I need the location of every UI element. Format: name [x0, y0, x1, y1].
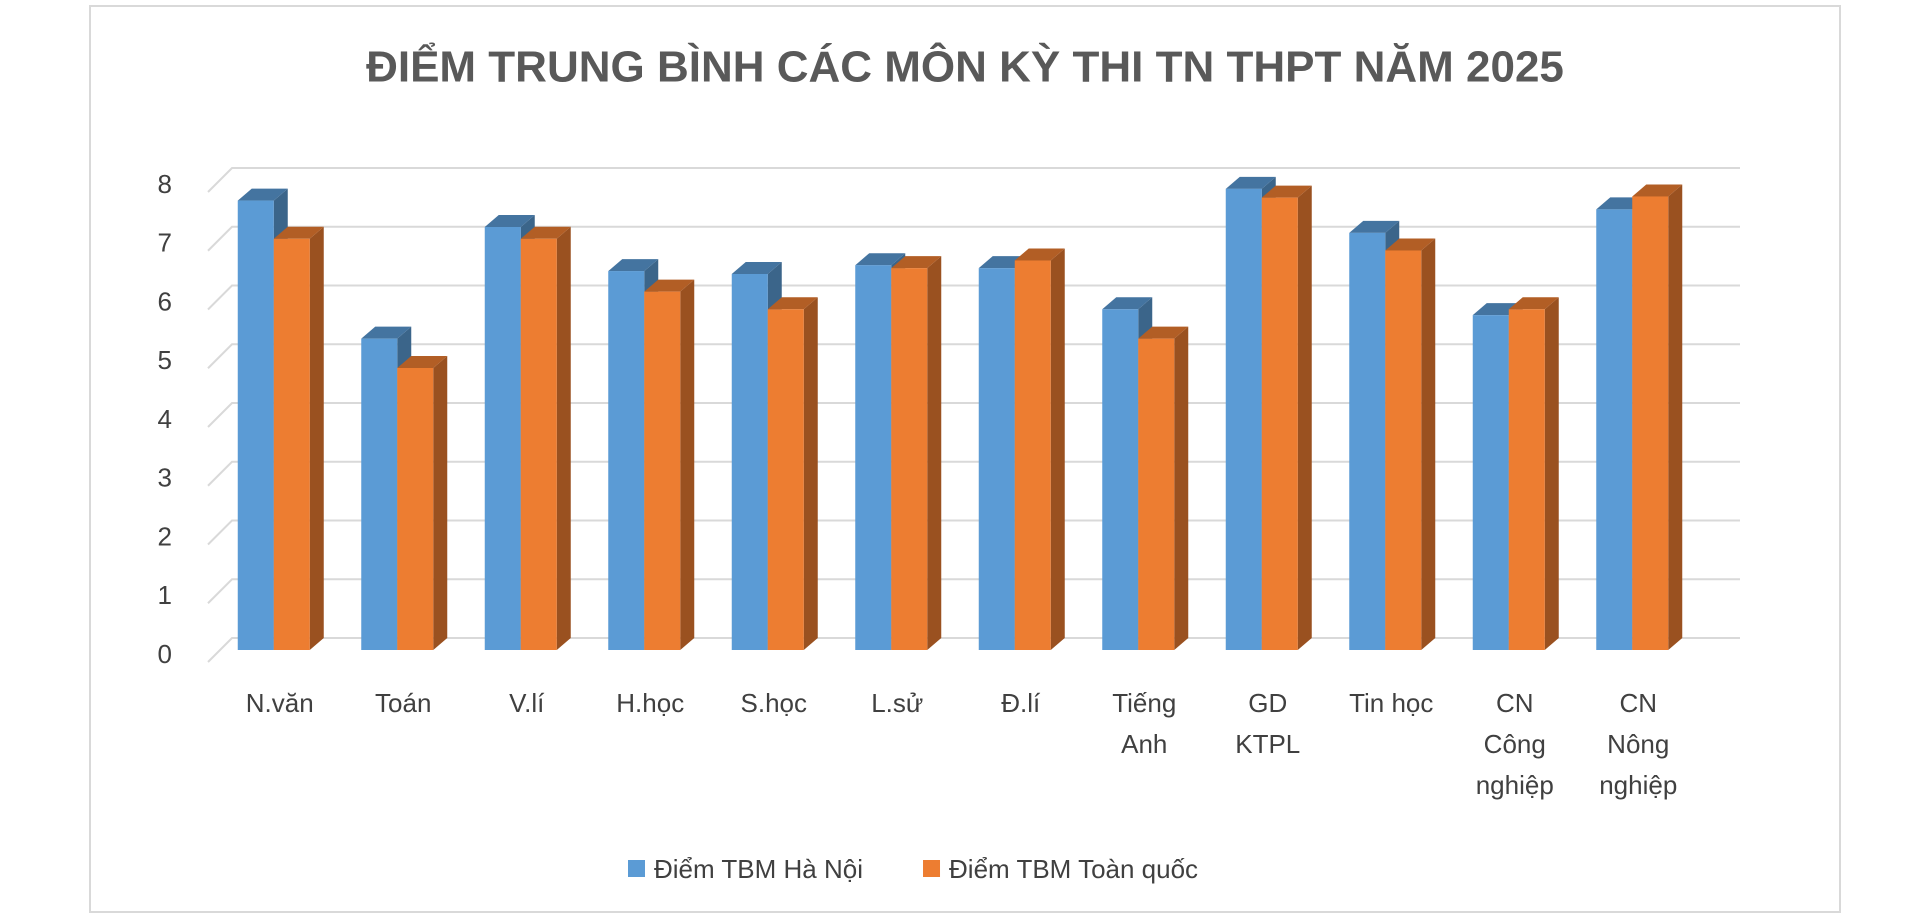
y-tick-label: 0	[158, 639, 172, 669]
y-tick-label: 5	[158, 345, 172, 375]
bar	[644, 279, 695, 650]
bar	[1632, 184, 1683, 650]
x-tick-label: S.học	[740, 688, 808, 718]
x-tick-label: Tin học	[1349, 688, 1434, 718]
x-tick-label: H.học	[616, 688, 685, 718]
bar	[891, 256, 942, 650]
legend-swatch	[628, 860, 645, 877]
legend-label: Điểm TBM Hà Nội	[654, 854, 863, 884]
grid-line	[207, 167, 1740, 193]
x-tick-label: CN Nông nghiệp	[1599, 688, 1678, 800]
x-tick-label: V.lí	[509, 688, 545, 718]
legend-label: Điểm TBM Toàn quốc	[949, 854, 1198, 884]
y-tick-label: 7	[158, 228, 172, 258]
x-tick-label: GD KTPL	[1235, 688, 1301, 759]
bar	[1014, 248, 1065, 651]
legend-swatch	[923, 860, 941, 877]
bar	[1138, 326, 1189, 650]
chart-title: ĐIỂM TRUNG BÌNH CÁC MÔN KỲ THI TN THPT N…	[366, 41, 1564, 92]
bar	[397, 356, 448, 650]
y-tick-label: 4	[158, 404, 172, 434]
bar	[767, 297, 818, 650]
bar	[520, 226, 571, 650]
y-tick-label: 1	[158, 580, 172, 610]
chart-frame	[89, 5, 1841, 913]
bar	[1508, 297, 1559, 650]
x-tick-label: L.sử	[871, 688, 924, 718]
bar	[1261, 185, 1312, 650]
y-tick-label: 3	[158, 463, 172, 493]
x-tick-label: CN Công nghiệp	[1475, 688, 1554, 800]
y-tick-label: 8	[158, 169, 172, 199]
y-tick-label: 2	[158, 521, 172, 551]
x-tick-label: N.văn	[245, 688, 314, 718]
x-tick-label: Đ.lí	[1001, 688, 1041, 718]
bar	[273, 226, 324, 650]
x-tick-label: Tiếng Anh	[1112, 688, 1177, 759]
y-tick-label: 6	[158, 286, 172, 316]
x-tick-label: Toán	[375, 688, 432, 718]
bar	[1385, 238, 1436, 650]
